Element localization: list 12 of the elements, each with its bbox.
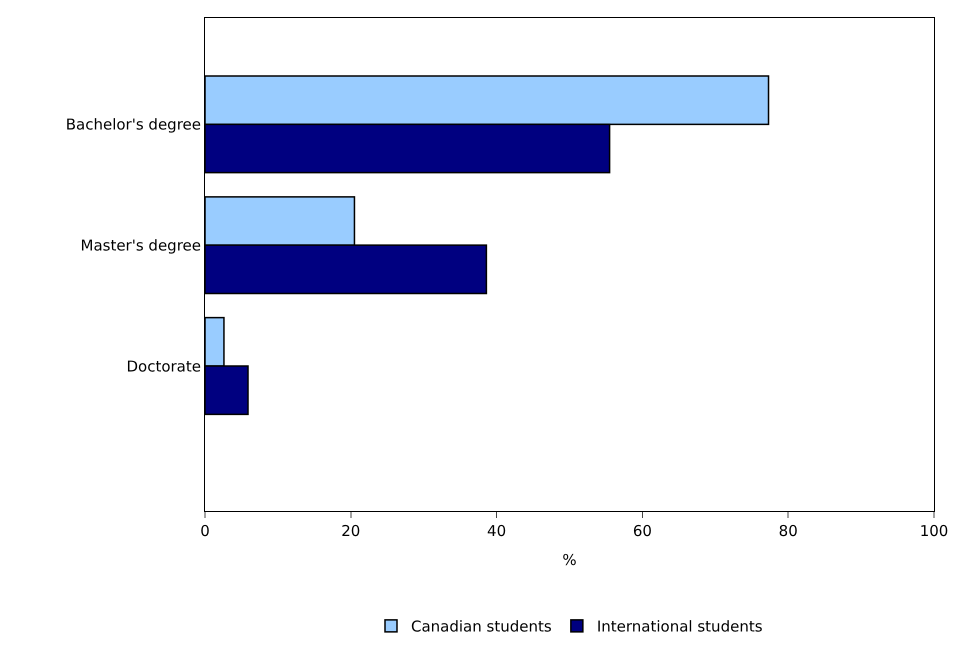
- x-tick-label: 40: [487, 522, 506, 540]
- x-tick-label: 0: [200, 522, 210, 540]
- y-tick-label: Doctorate: [126, 357, 201, 376]
- x-tick-label: 80: [778, 522, 798, 540]
- legend-label: International students: [596, 618, 763, 636]
- x-tick-label: 20: [341, 522, 360, 540]
- x-tick-label: 60: [632, 522, 652, 540]
- y-tick-label: Bachelor's degree: [66, 116, 201, 134]
- x-axis-title: %: [562, 551, 577, 569]
- legend-label: Canadian students: [411, 618, 552, 636]
- x-tick-label: 100: [920, 522, 948, 540]
- y-tick-label: Master's degree: [80, 236, 201, 254]
